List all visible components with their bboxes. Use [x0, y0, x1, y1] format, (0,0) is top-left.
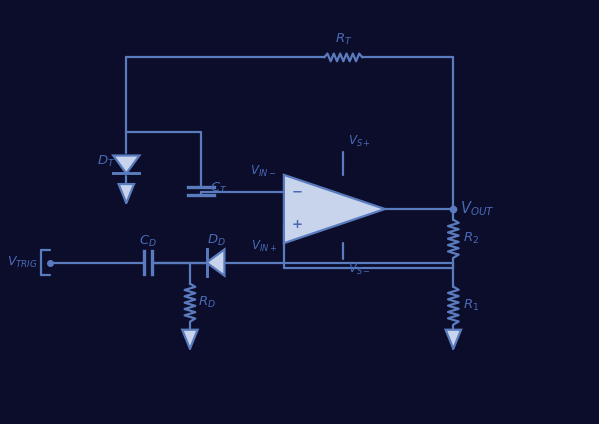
Text: $C_T$: $C_T$	[210, 181, 227, 196]
Text: $V_{S+}$: $V_{S+}$	[348, 134, 371, 149]
Text: $R_T$: $R_T$	[335, 32, 352, 47]
Polygon shape	[119, 184, 134, 203]
Text: $V_{IN+}$: $V_{IN+}$	[250, 239, 277, 254]
Polygon shape	[207, 249, 225, 276]
Polygon shape	[113, 156, 140, 173]
Text: $D_T$: $D_T$	[97, 154, 116, 169]
Text: $V_{S-}$: $V_{S-}$	[348, 262, 371, 277]
Text: $V_{OUT}$: $V_{OUT}$	[461, 200, 495, 218]
Polygon shape	[446, 330, 461, 349]
Text: $D_D$: $D_D$	[207, 233, 226, 248]
Text: +: +	[292, 218, 302, 232]
Text: $R_2$: $R_2$	[463, 231, 479, 246]
Text: $V_{TRIG}$: $V_{TRIG}$	[7, 255, 38, 270]
Text: $R_1$: $R_1$	[463, 298, 479, 313]
Text: $C_D$: $C_D$	[140, 234, 158, 249]
Text: $R_D$: $R_D$	[198, 295, 216, 310]
Text: −: −	[291, 185, 302, 198]
Polygon shape	[182, 330, 198, 349]
Text: $V_{IN-}$: $V_{IN-}$	[250, 164, 277, 179]
Polygon shape	[284, 175, 385, 243]
